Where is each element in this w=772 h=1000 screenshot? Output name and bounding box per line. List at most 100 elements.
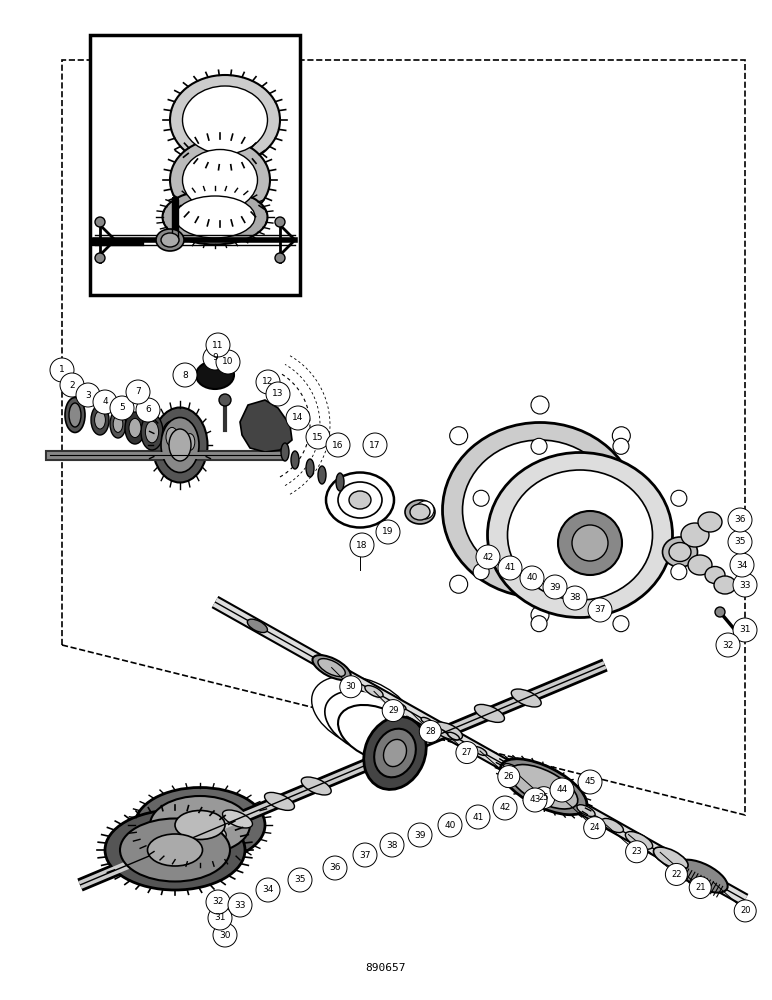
Ellipse shape [313, 655, 350, 680]
Text: 13: 13 [273, 389, 284, 398]
Text: 11: 11 [212, 340, 224, 350]
Text: 36: 36 [329, 863, 340, 872]
Ellipse shape [182, 428, 198, 456]
Circle shape [323, 856, 347, 880]
Circle shape [173, 363, 197, 387]
Ellipse shape [135, 788, 265, 862]
Ellipse shape [312, 676, 415, 750]
Circle shape [520, 566, 544, 590]
Ellipse shape [681, 523, 709, 547]
Ellipse shape [405, 500, 435, 524]
Circle shape [513, 480, 583, 550]
Text: 31: 31 [215, 914, 225, 922]
Ellipse shape [291, 451, 299, 469]
Circle shape [256, 370, 280, 394]
Ellipse shape [365, 686, 383, 697]
Circle shape [216, 350, 240, 374]
Ellipse shape [196, 361, 234, 389]
Circle shape [208, 906, 232, 930]
Ellipse shape [662, 537, 697, 567]
Circle shape [543, 575, 567, 599]
Circle shape [578, 770, 602, 794]
Circle shape [306, 425, 330, 449]
Ellipse shape [395, 703, 406, 710]
Circle shape [531, 606, 549, 624]
Ellipse shape [669, 542, 691, 562]
Ellipse shape [473, 747, 487, 755]
Ellipse shape [182, 149, 258, 211]
Ellipse shape [113, 416, 123, 432]
Bar [90, 35, 300, 295]
Ellipse shape [161, 418, 199, 473]
Ellipse shape [625, 832, 652, 849]
Circle shape [206, 333, 230, 357]
Ellipse shape [222, 810, 252, 828]
Ellipse shape [714, 576, 736, 594]
Circle shape [572, 525, 608, 561]
Ellipse shape [247, 619, 267, 633]
Text: 44: 44 [557, 786, 567, 794]
Circle shape [689, 877, 711, 899]
Ellipse shape [141, 414, 163, 450]
Text: 42: 42 [499, 804, 510, 812]
Ellipse shape [448, 732, 459, 740]
Circle shape [288, 868, 312, 892]
Ellipse shape [265, 792, 294, 810]
Ellipse shape [336, 473, 344, 491]
Circle shape [646, 501, 664, 519]
Text: 16: 16 [332, 440, 344, 450]
Circle shape [498, 556, 522, 580]
Circle shape [498, 766, 520, 788]
Circle shape [275, 253, 285, 263]
Ellipse shape [653, 847, 688, 869]
Ellipse shape [318, 466, 326, 484]
Ellipse shape [511, 689, 541, 707]
Text: 14: 14 [293, 414, 303, 422]
Circle shape [665, 863, 687, 885]
Text: 31: 31 [740, 626, 750, 635]
Ellipse shape [325, 690, 415, 756]
Ellipse shape [678, 860, 728, 893]
Ellipse shape [156, 229, 184, 251]
Ellipse shape [65, 397, 85, 432]
Circle shape [456, 742, 478, 764]
Circle shape [613, 438, 629, 454]
Ellipse shape [153, 408, 208, 483]
Ellipse shape [175, 196, 255, 238]
Text: 41: 41 [504, 564, 516, 572]
Circle shape [286, 406, 310, 430]
Circle shape [382, 700, 405, 722]
Text: 3: 3 [85, 390, 91, 399]
Circle shape [380, 833, 404, 857]
Circle shape [438, 813, 462, 837]
Circle shape [563, 586, 587, 610]
Ellipse shape [688, 555, 712, 575]
Text: 38: 38 [569, 593, 581, 602]
Circle shape [613, 616, 629, 632]
Ellipse shape [487, 452, 672, 617]
Circle shape [203, 346, 227, 370]
Ellipse shape [306, 459, 314, 477]
Circle shape [612, 575, 630, 593]
Ellipse shape [182, 86, 268, 154]
Circle shape [716, 633, 740, 657]
Circle shape [493, 796, 517, 820]
Text: 7: 7 [135, 387, 141, 396]
Ellipse shape [475, 704, 504, 722]
Ellipse shape [162, 190, 268, 244]
Circle shape [531, 616, 547, 632]
Text: 40: 40 [527, 574, 537, 582]
Ellipse shape [110, 410, 126, 438]
Text: 30: 30 [346, 682, 356, 691]
Ellipse shape [144, 843, 174, 861]
Circle shape [733, 573, 757, 597]
Ellipse shape [169, 429, 191, 461]
Circle shape [363, 433, 387, 457]
Ellipse shape [175, 810, 225, 840]
Circle shape [715, 607, 725, 617]
Text: 45: 45 [584, 778, 596, 786]
Text: 19: 19 [382, 528, 394, 536]
Circle shape [523, 788, 547, 812]
Ellipse shape [601, 818, 624, 833]
Ellipse shape [364, 717, 426, 789]
